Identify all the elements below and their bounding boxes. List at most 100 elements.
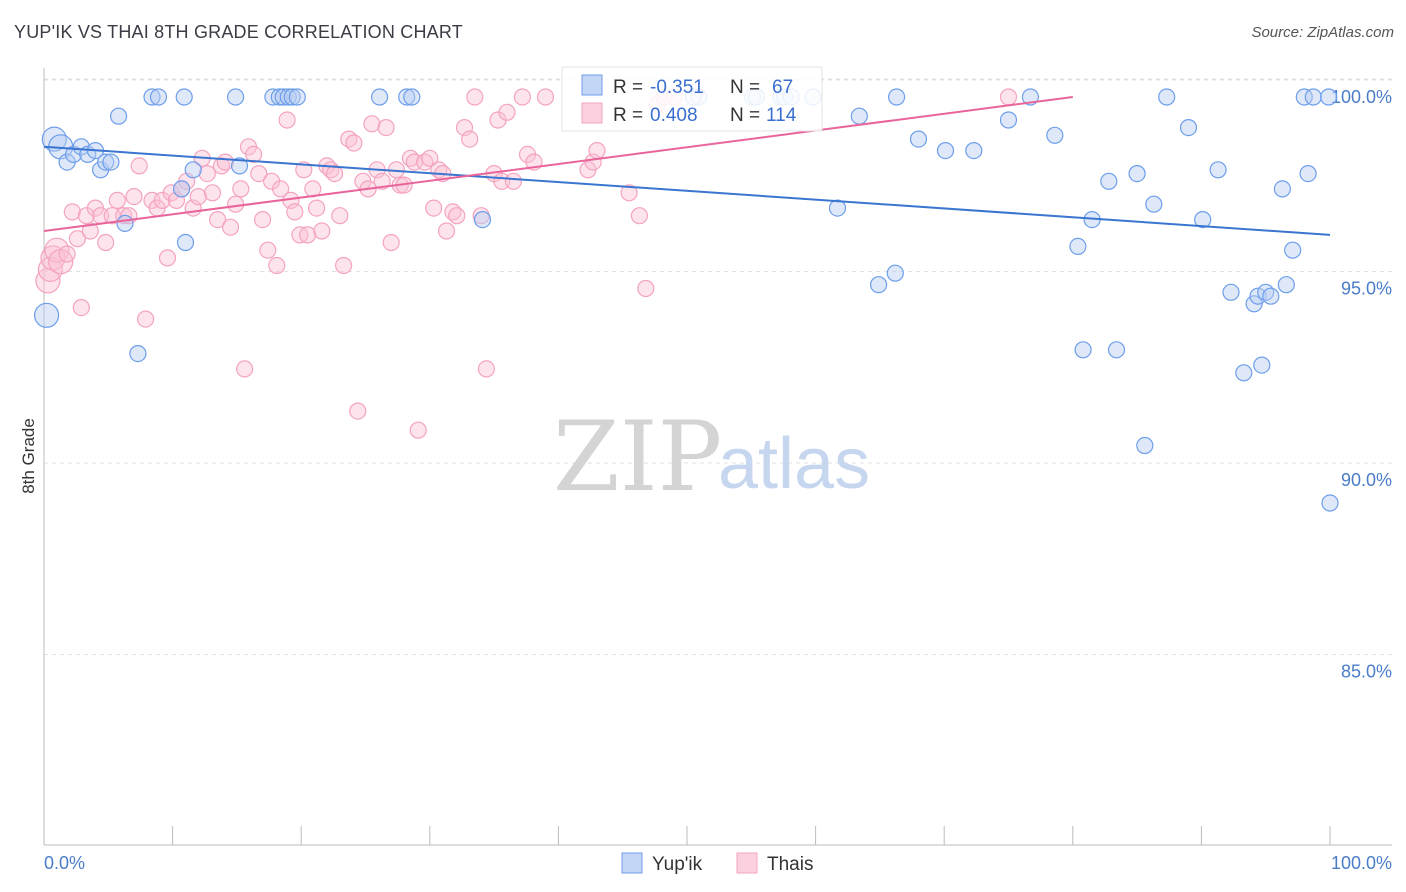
thais-point <box>227 195 245 213</box>
yupik-point <box>1273 180 1292 198</box>
thais-point <box>216 153 234 171</box>
thais-point <box>425 199 443 217</box>
yupik-point <box>129 345 147 363</box>
yupik-point <box>850 107 868 125</box>
yupik-point <box>936 142 955 160</box>
y-axis-label: 8th Grade <box>19 418 38 494</box>
yupik-point <box>965 142 983 160</box>
thais-point <box>345 134 363 152</box>
thais-point <box>137 310 155 328</box>
thais-point <box>250 165 268 183</box>
thais-point <box>58 245 76 263</box>
thais-point <box>68 230 87 248</box>
thais-point <box>331 207 349 225</box>
yupik-point <box>230 157 249 175</box>
thais-point <box>245 145 263 163</box>
thais-point <box>461 130 479 148</box>
yupik-point <box>116 214 134 232</box>
legend-n-value-thais: 114 <box>766 105 797 126</box>
yupik-point <box>270 88 288 106</box>
thais-point <box>448 207 466 225</box>
yupik-point <box>1249 287 1267 305</box>
legend-r-value-yupik: -0.351 <box>650 77 704 98</box>
watermark-atlas: atlas <box>718 424 870 504</box>
yupik-point <box>175 88 193 106</box>
thais-point <box>382 233 400 252</box>
x-tick-label-max: 100.0% <box>1331 853 1392 873</box>
yupik-point <box>1299 165 1317 183</box>
thais-point <box>308 199 326 217</box>
stats-legend-box <box>561 66 823 132</box>
yupik-point <box>227 88 245 106</box>
yupik-point <box>1128 165 1146 183</box>
thais-trend-line <box>43 96 1073 233</box>
thais-point <box>377 118 395 137</box>
y-tick-label: 85.0% <box>1341 662 1392 682</box>
thais-point <box>373 172 391 190</box>
yupik-point <box>999 111 1018 129</box>
yupik-point <box>1253 356 1271 374</box>
yupik-point <box>274 88 292 106</box>
yupik-point <box>887 88 906 106</box>
yupik-point <box>1235 364 1253 382</box>
thais-point <box>97 233 115 252</box>
thais-point <box>236 360 254 378</box>
x-ticks <box>43 826 1331 845</box>
yupik-point <box>97 153 115 171</box>
thais-point <box>620 184 638 202</box>
chart-title: YUP'IK VS THAI 8TH GRADE CORRELATION CHA… <box>14 22 463 42</box>
thais-point <box>259 241 277 259</box>
thais-point <box>498 103 516 121</box>
yupik-point <box>176 233 195 252</box>
source-credit: Source: ZipAtlas.com <box>1251 24 1394 41</box>
y-tick-label: 95.0% <box>1341 279 1392 299</box>
x-tick-label-min: 0.0% <box>44 853 85 873</box>
y-tick-label: 90.0% <box>1341 470 1392 490</box>
thais-point <box>349 402 367 420</box>
yupik-point <box>1179 118 1198 137</box>
yupik-point <box>1277 276 1295 294</box>
thais-point <box>363 115 381 133</box>
thais-points <box>35 88 1018 439</box>
yupik-point <box>1107 341 1126 359</box>
yupik-point <box>1262 287 1280 305</box>
legend-r-label-yupik: R = <box>613 77 643 98</box>
thais-point <box>63 203 81 221</box>
yupik-point <box>1074 341 1092 359</box>
thais-point <box>299 226 317 244</box>
legend-swatch-yupik <box>581 74 603 96</box>
bottom-legend-thais: Thais <box>767 854 813 875</box>
legend-r-label-thais: R = <box>613 105 643 126</box>
yupik-point <box>173 180 191 198</box>
thais-point <box>125 188 143 206</box>
thais-point <box>588 142 606 160</box>
y-tick-label: 100.0% <box>1331 87 1392 107</box>
yupik-point <box>1069 237 1087 255</box>
thais-point <box>158 249 177 267</box>
yupik-point <box>279 88 297 106</box>
thais-point <box>409 421 427 439</box>
stats-legend: R = -0.351 N = 67 R = 0.408 N = 114 <box>561 66 823 132</box>
watermark: ZIP atlas <box>553 401 870 513</box>
thais-point <box>466 88 484 106</box>
yupik-point <box>184 161 202 179</box>
thais-point <box>254 211 272 229</box>
thais-point <box>536 88 555 106</box>
thais-point <box>221 218 240 236</box>
yupik-point <box>473 211 492 229</box>
thais-point <box>326 165 344 183</box>
yupik-point <box>1145 195 1163 213</box>
yupik-point <box>33 302 60 328</box>
yupik-point <box>886 264 904 282</box>
thais-point <box>189 188 207 206</box>
bottom-legend-swatch-yupik <box>621 852 643 874</box>
thais-point <box>209 211 227 229</box>
yupik-trend-line <box>43 145 1331 236</box>
thais-point <box>72 299 90 317</box>
yupik-point <box>149 88 168 106</box>
yupik-point <box>288 88 306 106</box>
yupik-point <box>869 276 888 294</box>
thais-point <box>630 207 649 225</box>
axes <box>43 68 1392 846</box>
